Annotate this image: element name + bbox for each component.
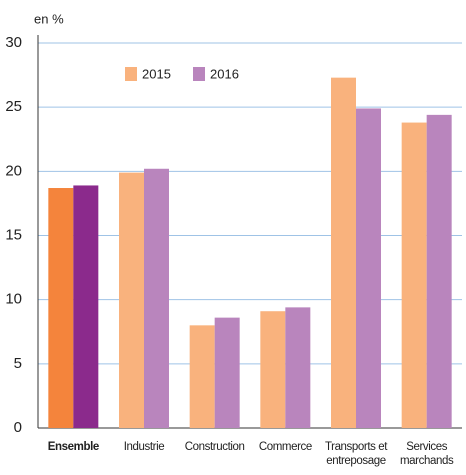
x-tick-label: Transports et entreposage: [324, 441, 388, 467]
x-tick-label: Services marchands: [400, 441, 454, 467]
y-tick-label: 25: [5, 98, 22, 115]
bar: [119, 172, 144, 428]
bar: [401, 122, 427, 429]
y-tick-label: 15: [5, 226, 22, 243]
y-tick-label: 5: [14, 355, 22, 372]
x-tick-label: Construction: [184, 441, 245, 453]
bar: [73, 185, 99, 428]
bar: [426, 114, 452, 428]
bar: [144, 168, 169, 428]
legend-swatch: [125, 67, 137, 81]
y-tick-label: 30: [5, 34, 22, 51]
x-tick-label: Ensemble: [47, 441, 100, 453]
bar: [260, 311, 286, 428]
x-tick-label: Industrie: [123, 441, 165, 453]
y-tick-label: 20: [5, 162, 22, 179]
bar: [285, 307, 311, 428]
bar: [48, 188, 74, 428]
legend-label: 2016: [210, 66, 239, 81]
bar: [189, 325, 215, 428]
bar: [331, 77, 356, 429]
y-tick-label: 0: [14, 419, 22, 436]
bar: [214, 317, 240, 428]
bar: [356, 108, 381, 428]
y-tick-label: 10: [5, 291, 22, 308]
y-axis-label: en %: [34, 11, 64, 26]
x-tick-label: Commerce: [258, 441, 312, 453]
legend-label: 2015: [142, 66, 171, 81]
legend-swatch: [193, 67, 205, 81]
